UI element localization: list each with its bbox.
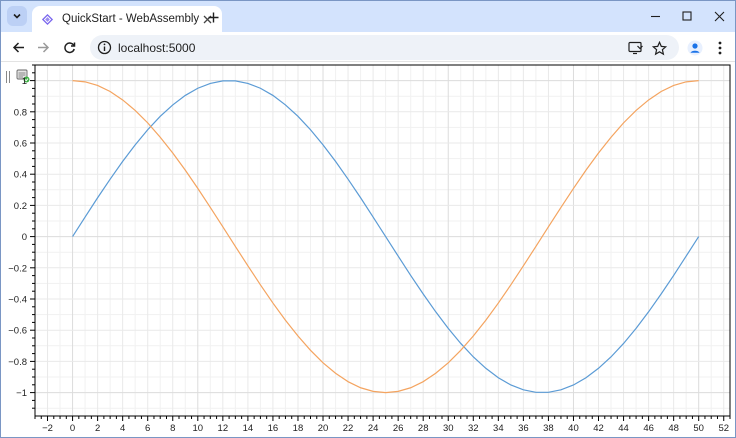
reload-button[interactable] [59,37,79,57]
browser-menu-button[interactable] [712,39,728,57]
chevron-down-icon [13,13,21,19]
series-line-1[interactable] [72,80,700,393]
x-tick-label: 18 [293,423,304,434]
x-tick-label: 14 [243,423,254,434]
x-tick-label: 30 [443,423,454,434]
x-tick-label: 8 [170,423,175,434]
minimize-button[interactable] [643,5,667,27]
arrow-left-icon [12,41,24,53]
x-tick-label: 10 [193,423,204,434]
y-tick-label: 0 [22,232,27,243]
tab-active[interactable]: QuickStart - WebAssembly [32,6,222,32]
x-tick-label: 38 [543,423,554,434]
y-tick-label: −0.4 [8,295,27,306]
minimize-icon [650,15,660,17]
forward-button[interactable] [33,37,53,57]
x-tick-label: 20 [318,423,329,434]
y-tick-label: −0.8 [8,357,27,368]
x-tick-label: 28 [418,423,429,434]
reload-icon [63,41,75,53]
install-app-icon [627,41,643,55]
x-tick-label: 0 [70,423,75,434]
plot-area [35,65,730,416]
x-tick-label: 36 [518,423,529,434]
plus-icon [208,12,218,22]
maximize-icon [682,11,692,21]
install-app-button[interactable] [627,40,643,56]
plot-toolbar [5,68,33,86]
address-bar[interactable]: localhost:5000 [90,35,679,60]
y-tick-label: 1 [22,76,27,87]
tab-strip: QuickStart - WebAssembly [1,1,735,32]
info-icon[interactable] [97,40,112,55]
bookmark-button[interactable] [651,40,667,56]
tab-search-button[interactable] [7,6,27,26]
y-tick-label: 0.4 [14,170,27,181]
y-tick-label: −0.6 [8,326,27,337]
x-tick-label: 12 [218,423,229,434]
x-tick-label: −2 [42,423,53,434]
close-window-button[interactable] [707,5,731,27]
x-tick-label: 42 [593,423,604,434]
x-tick-label: 6 [145,423,150,434]
arrow-right-icon [37,41,49,53]
series-line-2[interactable] [72,80,699,394]
x-tick-label: 40 [568,423,579,434]
back-button[interactable] [8,37,28,57]
plot-frame [34,64,731,417]
y-tick-label: 0.2 [14,201,27,212]
star-icon [651,40,667,55]
x-tick-label: 52 [718,423,729,434]
blazor-icon [41,13,54,25]
new-tab-button[interactable] [203,7,223,27]
maximize-button[interactable] [675,5,699,27]
drag-handle-icon[interactable] [5,70,11,84]
kebab-menu-icon [718,41,722,55]
plot-page: −2 0 2 4 6 8 10 12 14 16 18 20 22 24 26 28 30 32 34 36 38 40 4… [1,63,735,437]
y-tick-label: −1 [16,388,27,399]
y-tick-label: 0.8 [14,107,27,118]
y-tick-label: 0.6 [14,139,27,150]
x-tick-label: 16 [268,423,279,434]
line-chart[interactable]: −2 0 2 4 6 8 10 12 14 16 18 20 22 24 26 28 30 32 34 36 38 40 4… [1,63,735,437]
x-tick-label: 4 [120,423,125,434]
x-tick-label: 50 [693,423,704,434]
person-icon [687,40,703,56]
x-tick-label: 34 [493,423,504,434]
x-tick-label: 44 [618,423,629,434]
url-text: localhost:5000 [118,41,196,55]
x-tick-label: 22 [343,423,354,434]
x-tick-label: 2 [95,423,100,434]
plot-settings-icon[interactable] [16,69,30,83]
x-tick-label: 24 [368,423,379,434]
x-tick-label: 46 [643,423,654,434]
browser-toolbar: localhost:5000 [1,32,735,62]
x-tick-label: 32 [468,423,479,434]
y-tick-label: −0.2 [8,263,27,274]
x-tick-label: 48 [668,423,679,434]
close-icon [714,11,724,21]
profile-button[interactable] [686,39,704,57]
x-tick-label: 26 [393,423,404,434]
tab-title: QuickStart - WebAssembly [62,13,200,25]
